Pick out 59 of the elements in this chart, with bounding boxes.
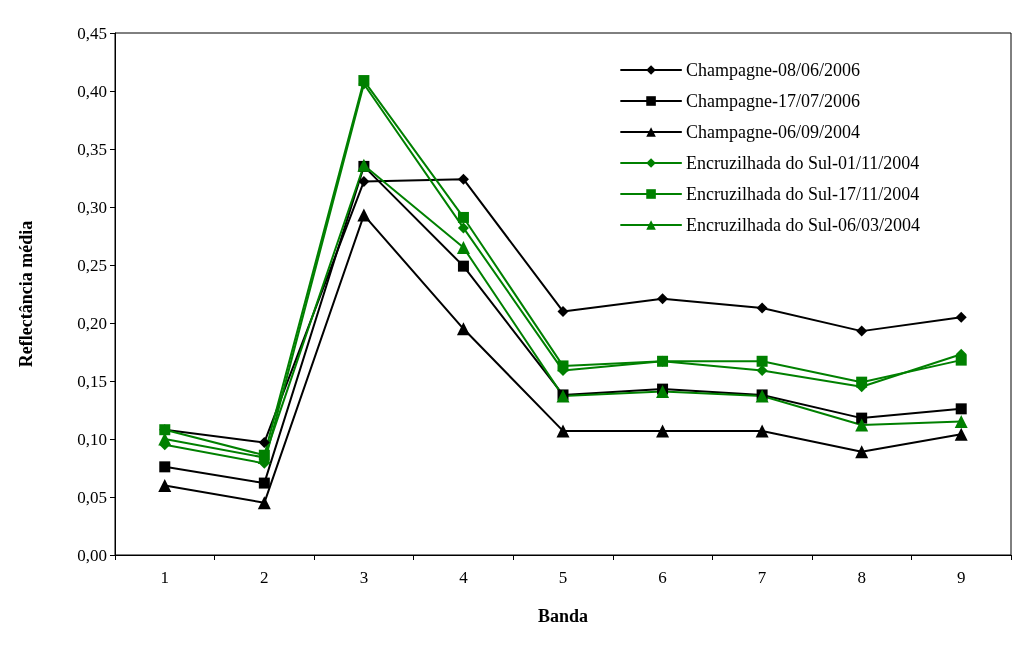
x-tick-label: 9 xyxy=(956,568,966,587)
point xyxy=(258,477,270,489)
x-tick-label: 3 xyxy=(359,568,369,587)
y-tick-label: 0,45 xyxy=(77,23,107,43)
point xyxy=(756,365,768,377)
point xyxy=(358,175,370,187)
point xyxy=(456,322,470,336)
point xyxy=(158,478,172,492)
point xyxy=(856,325,868,337)
point xyxy=(756,355,768,367)
y-tick-label: 0,15 xyxy=(77,371,107,391)
legend-label: Champagne-08/06/2006 xyxy=(686,60,861,80)
point xyxy=(159,461,171,473)
point xyxy=(755,424,769,438)
point xyxy=(457,222,469,234)
point xyxy=(556,424,570,438)
y-tick-label: 0,20 xyxy=(77,313,107,333)
point xyxy=(456,241,470,255)
point xyxy=(457,211,469,223)
y-tick-label: 0,10 xyxy=(77,429,107,449)
x-tick-label: 8 xyxy=(857,568,866,587)
legend-label: Encruzilhada do Sul-01/11/2004 xyxy=(686,153,920,173)
point xyxy=(955,354,967,366)
legend-label: Champagne-06/09/2004 xyxy=(686,122,861,142)
point xyxy=(955,311,967,323)
point xyxy=(257,496,271,510)
x-tick-label: 5 xyxy=(558,568,568,587)
y-tick-label: 0,30 xyxy=(77,197,107,217)
x-tick-label: 7 xyxy=(757,568,767,587)
x-tick-label: 4 xyxy=(459,568,469,587)
y-tick-label: 0,35 xyxy=(77,139,107,159)
x-tick-label: 1 xyxy=(160,568,170,587)
x-axis-title: Banda xyxy=(537,606,589,626)
y-tick-label: 0,00 xyxy=(77,545,107,565)
legend-label: Encruzilhada do Sul-17/11/2004 xyxy=(686,184,920,204)
point xyxy=(756,302,768,314)
y-axis-title: Reflectância média xyxy=(16,220,36,368)
point xyxy=(258,436,270,448)
x-tick-label: 6 xyxy=(658,568,667,587)
x-tick-label: 2 xyxy=(260,568,269,587)
point xyxy=(955,403,967,415)
point xyxy=(557,360,569,372)
point xyxy=(856,376,868,388)
y-tick-label: 0,05 xyxy=(77,487,107,507)
point xyxy=(656,424,670,438)
y-tick-label: 0,40 xyxy=(77,81,107,101)
point xyxy=(657,293,669,305)
point xyxy=(557,305,569,317)
point xyxy=(457,260,469,272)
legend-label: Encruzilhada do Sul-06/03/2004 xyxy=(686,215,921,235)
y-tick-label: 0,25 xyxy=(77,255,107,275)
point xyxy=(855,418,869,432)
point xyxy=(657,355,669,367)
point xyxy=(457,173,469,185)
point xyxy=(357,208,371,222)
legend-label: Champagne-17/07/2006 xyxy=(686,91,861,111)
point xyxy=(954,427,968,441)
point xyxy=(954,415,968,429)
point xyxy=(855,445,869,459)
